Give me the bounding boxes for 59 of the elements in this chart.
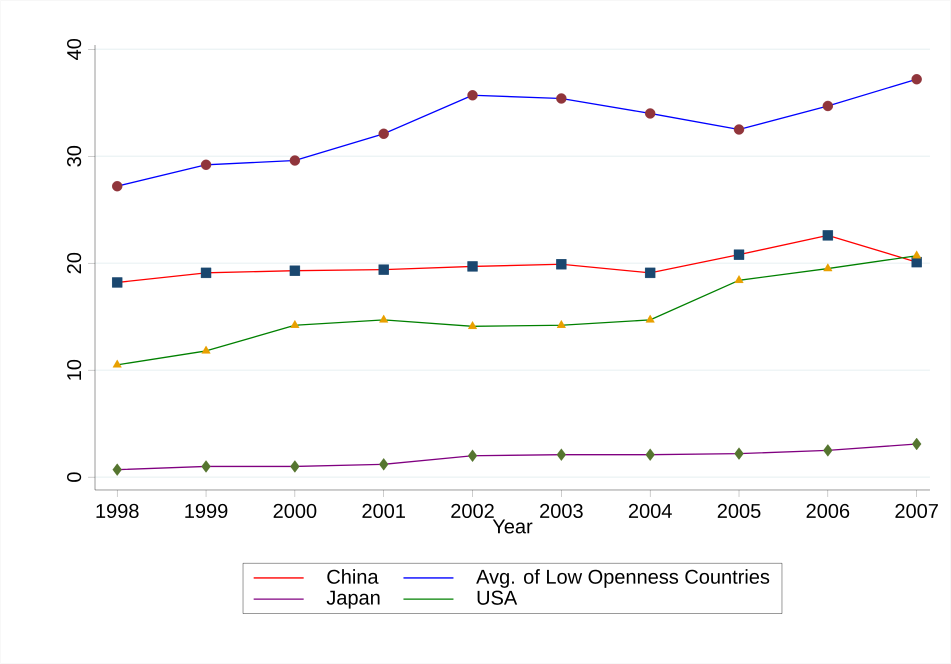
point: [912, 250, 922, 258]
point: [200, 268, 212, 278]
legend-label: Avg. of Low Openness Countries: [476, 569, 770, 588]
point: [378, 128, 389, 139]
point: [112, 360, 122, 368]
point: [911, 74, 922, 84]
point: [645, 448, 655, 461]
point: [556, 93, 567, 104]
point: [822, 230, 834, 241]
point: [202, 346, 211, 354]
point: [467, 261, 478, 272]
point: [112, 180, 122, 192]
x-tick-label: 2001: [362, 504, 405, 518]
x-tick-label: 1998: [96, 504, 139, 518]
point: [912, 438, 922, 450]
point: [290, 155, 300, 166]
y-tick-label: 0: [67, 472, 82, 482]
point: [646, 314, 655, 323]
y-tick-label: 40: [67, 38, 82, 60]
x-tick-label: 2005: [718, 504, 760, 518]
point: [556, 259, 567, 270]
x-tick-label: 2006: [806, 504, 850, 518]
point: [823, 263, 832, 272]
point: [112, 277, 122, 288]
y-tick-label: 30: [67, 146, 82, 167]
x-tick-label: 1999: [185, 504, 228, 518]
point: [201, 460, 211, 473]
point: [468, 450, 478, 462]
point: [556, 448, 566, 461]
point: [644, 268, 656, 278]
point: [734, 447, 744, 460]
point: [556, 320, 566, 328]
x-tick-label: 2004: [628, 504, 672, 518]
x-tick-label: 2000: [274, 504, 316, 518]
point: [734, 124, 744, 135]
point: [734, 275, 744, 284]
point: [468, 321, 478, 330]
x-tick-label: 2002: [451, 504, 494, 518]
point: [822, 100, 834, 112]
point: [290, 320, 300, 328]
point: [378, 264, 389, 275]
point: [823, 444, 833, 457]
y-tick-label: 20: [67, 252, 82, 274]
point: [290, 266, 300, 276]
point: [290, 460, 300, 473]
point: [644, 108, 656, 119]
x-tick-label: 2007: [895, 504, 938, 518]
legend-label: China: [327, 569, 379, 584]
point: [379, 314, 388, 323]
x-tick-label: 2003: [540, 504, 583, 518]
point: [734, 249, 744, 260]
point: [379, 458, 388, 471]
legend-label: USA: [478, 590, 518, 605]
point: [467, 90, 478, 100]
point: [200, 160, 212, 170]
point: [112, 463, 122, 476]
y-tick-label: 10: [67, 360, 82, 380]
legend-label: Japan: [326, 590, 380, 609]
x-axis-title: Year: [492, 520, 532, 534]
